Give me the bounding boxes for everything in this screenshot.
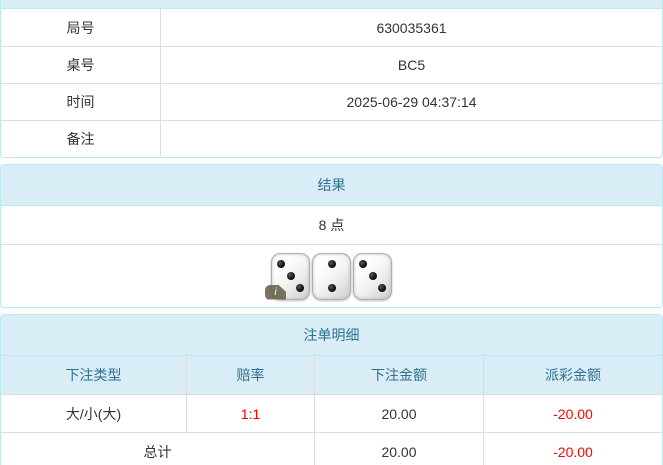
die-pip — [377, 284, 386, 293]
bet-odds-cell: 1:1 — [186, 395, 314, 432]
bet-amount-cell: 20.00 — [314, 395, 483, 432]
total-label-cell: 总计 — [143, 443, 172, 460]
die-pip — [295, 284, 304, 293]
time-value: 2025-06-29 04:37:14 — [346, 94, 477, 110]
info-row-table: 桌号 BC5 — [1, 46, 662, 83]
result-points: 8 点 — [1, 206, 662, 245]
column-header-bet-type: 下注类型 — [65, 367, 122, 383]
die-3 — [353, 252, 392, 300]
die-pip — [368, 272, 377, 280]
die-2 — [312, 252, 351, 300]
info-row-round: 局号 630035361 — [1, 9, 662, 46]
bet-details-panel: 注单明细 下注类型 赔率 下注金额 派彩金额 大/小(大) 1:1 20.00 … — [0, 314, 663, 465]
remark-value — [161, 121, 662, 157]
die-1: i — [265, 252, 310, 300]
column-header-odds: 赔率 — [186, 356, 314, 394]
result-panel: 结果 8 点 i — [0, 164, 663, 308]
info-row-remark: 备注 — [1, 120, 662, 157]
die-pip — [327, 284, 336, 293]
total-amount-cell: 20.00 — [314, 433, 483, 465]
result-panel-title: 结果 — [1, 165, 662, 206]
bet-table-row: 大/小(大) 1:1 20.00 -20.00 — [1, 394, 662, 432]
bet-type-cell: 大/小(大) — [65, 405, 122, 422]
time-label: 时间 — [1, 84, 161, 120]
game-info-panel: 局号 630035361 桌号 BC5 时间 2025-06-29 04:37:… — [0, 0, 663, 158]
die-pip — [359, 259, 368, 268]
bet-details-title: 注单明细 — [1, 315, 662, 356]
remark-label: 备注 — [1, 121, 161, 157]
info-row-time: 时间 2025-06-29 04:37:14 — [1, 83, 662, 120]
die-pip — [286, 272, 295, 280]
clipped-panel-heading — [1, 0, 662, 9]
round-number-label: 局号 — [1, 9, 161, 46]
bet-table-header-row: 下注类型 赔率 下注金额 派彩金额 — [1, 356, 662, 394]
bet-table-total-row: 总计 20.00 -20.00 — [1, 432, 662, 465]
dice-row-content: i — [1, 245, 662, 307]
column-header-payout-amount: 派彩金额 — [483, 356, 662, 394]
total-payout-cell: -20.00 — [483, 433, 662, 465]
info-badge-icon[interactable]: i — [265, 284, 286, 300]
round-number-value: 630035361 — [376, 19, 447, 36]
die-pip — [277, 259, 286, 268]
die-pip — [327, 259, 336, 268]
bet-payout-cell: -20.00 — [483, 395, 662, 432]
table-number-label: 桌号 — [1, 47, 161, 83]
column-header-bet-amount: 下注金额 — [314, 356, 483, 394]
table-number-value: BC5 — [397, 57, 426, 73]
